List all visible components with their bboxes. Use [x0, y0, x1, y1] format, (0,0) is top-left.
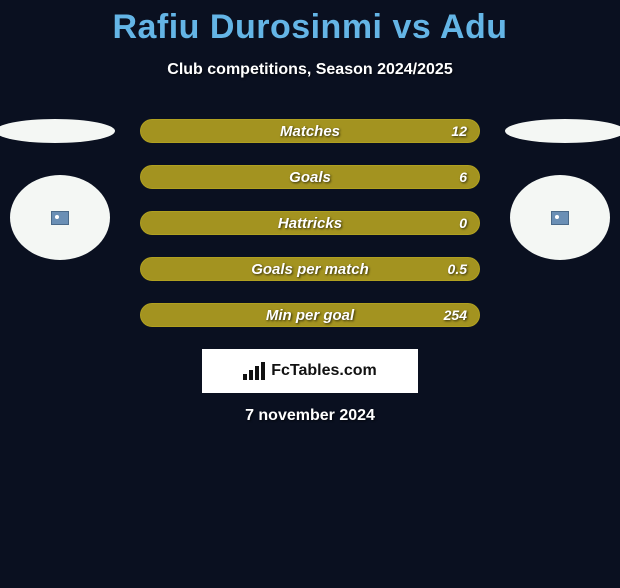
- stat-label: Goals per match: [251, 261, 369, 278]
- bars-icon: [243, 362, 265, 380]
- image-placeholder-icon: [51, 211, 69, 225]
- image-placeholder-icon: [551, 211, 569, 225]
- source-logo-text: FcTables.com: [271, 362, 377, 380]
- stat-label: Hattricks: [278, 215, 342, 232]
- stat-label: Goals: [289, 169, 331, 186]
- stat-row-min-per-goal: Min per goal 254: [140, 303, 480, 327]
- right-player-portrait: [510, 175, 610, 260]
- comparison-content: Matches 12 Goals 6 Hattricks 0 Goals per…: [0, 119, 620, 425]
- stat-value: 0: [459, 215, 467, 231]
- left-player-portrait: [10, 175, 110, 260]
- footer-date: 7 november 2024: [0, 407, 620, 425]
- stat-row-hattricks: Hattricks 0: [140, 211, 480, 235]
- stat-row-goals-per-match: Goals per match 0.5: [140, 257, 480, 281]
- stats-list: Matches 12 Goals 6 Hattricks 0 Goals per…: [140, 119, 480, 327]
- page-subtitle: Club competitions, Season 2024/2025: [0, 61, 620, 79]
- stat-value: 254: [444, 307, 467, 323]
- stat-value: 6: [459, 169, 467, 185]
- stat-row-matches: Matches 12: [140, 119, 480, 143]
- stat-label: Min per goal: [266, 307, 354, 324]
- right-club-badge-placeholder: [505, 119, 620, 143]
- page-title: Rafiu Durosinmi vs Adu: [0, 8, 620, 47]
- stat-value: 12: [451, 123, 467, 139]
- left-player-column: [0, 119, 120, 260]
- stat-label: Matches: [280, 123, 340, 140]
- stat-value: 0.5: [448, 261, 467, 277]
- right-player-column: [500, 119, 620, 260]
- stat-row-goals: Goals 6: [140, 165, 480, 189]
- left-club-badge-placeholder: [0, 119, 115, 143]
- source-logo: FcTables.com: [202, 349, 418, 393]
